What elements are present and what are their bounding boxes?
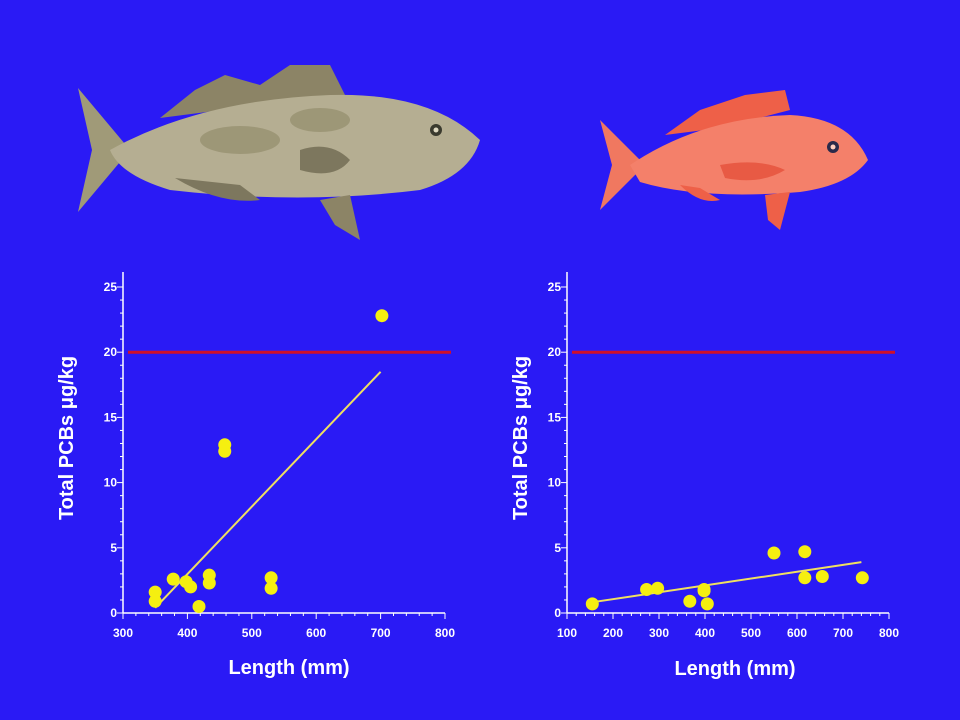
chart-left: 0 5 10 15 20 25 300 400 500 600 700 800 Total PCBs … (56, 272, 455, 679)
right-trend-layer (589, 561, 862, 604)
right-data-point (697, 583, 711, 597)
left-data-point (202, 576, 216, 590)
right-x-tick-label: 400 (695, 626, 715, 640)
right-y-tick-label: 25 (548, 280, 562, 294)
left-y-axis-label: Total PCBs μg/kg (56, 356, 78, 520)
right-x-tick-label: 800 (879, 626, 899, 640)
left-y-tick-label: 10 (104, 476, 118, 490)
left-y-tick-label: 15 (104, 410, 118, 424)
red-snapper-illustration (600, 90, 868, 230)
left-data-point (184, 580, 198, 594)
left-x-tick-label: 600 (306, 626, 326, 640)
right-data-point (700, 597, 714, 611)
left-data-point (166, 572, 180, 586)
left-x-tick-label: 700 (371, 626, 391, 640)
left-data-point (148, 594, 162, 608)
left-data-point (192, 599, 206, 613)
left-data-point (375, 309, 389, 323)
right-y-tick-label: 5 (554, 541, 561, 555)
right-data-point (640, 583, 654, 597)
left-y-tick-label: 0 (110, 606, 117, 620)
left-x-tick-label: 300 (113, 626, 133, 640)
right-axes: 0 5 10 15 20 25 100 200 300 400 500 600 700 800 (548, 272, 899, 640)
right-data-point (585, 597, 599, 611)
left-data-point (264, 571, 278, 585)
right-data-point (798, 545, 812, 559)
left-trend-line (154, 371, 382, 609)
right-points-layer (585, 545, 869, 611)
left-data-point (264, 581, 278, 595)
left-points-layer (148, 309, 389, 613)
right-data-point (683, 594, 697, 608)
right-data-point (815, 569, 829, 583)
right-y-tick-label: 0 (554, 606, 561, 620)
left-trend-layer (154, 371, 382, 609)
left-y-tick-label: 20 (104, 345, 118, 359)
right-data-point (798, 571, 812, 585)
left-y-tick-label: 5 (110, 541, 117, 555)
chart-right: 0 5 10 15 20 25 100 200 300 400 500 600 700 800 Total… (510, 272, 899, 680)
right-x-tick-label: 200 (603, 626, 623, 640)
right-y-tick-label: 15 (548, 410, 562, 424)
left-y-tick-label: 25 (104, 280, 118, 294)
left-data-point (148, 585, 162, 599)
right-x-tick-label: 100 (557, 626, 577, 640)
right-y-axis-label: Total PCBs μg/kg (510, 356, 532, 520)
right-x-tick-label: 500 (741, 626, 761, 640)
left-data-point (218, 444, 232, 458)
right-x-axis-label: Length (mm) (674, 658, 795, 680)
right-data-point (767, 546, 781, 560)
left-x-axis-label: Length (mm) (228, 657, 349, 679)
right-y-tick-label: 10 (548, 476, 562, 490)
right-x-tick-label: 700 (833, 626, 853, 640)
left-x-tick-label: 400 (177, 626, 197, 640)
right-data-point (855, 571, 869, 585)
left-axes: 0 5 10 15 20 25 300 400 500 600 700 800 (104, 272, 455, 640)
right-x-tick-label: 600 (787, 626, 807, 640)
gag-grouper-illustration (78, 65, 480, 240)
right-y-tick-label: 20 (548, 345, 562, 359)
right-data-point (651, 581, 665, 595)
left-x-tick-label: 800 (435, 626, 455, 640)
right-x-tick-label: 300 (649, 626, 669, 640)
right-trend-line (589, 561, 862, 604)
left-x-tick-label: 500 (242, 626, 262, 640)
